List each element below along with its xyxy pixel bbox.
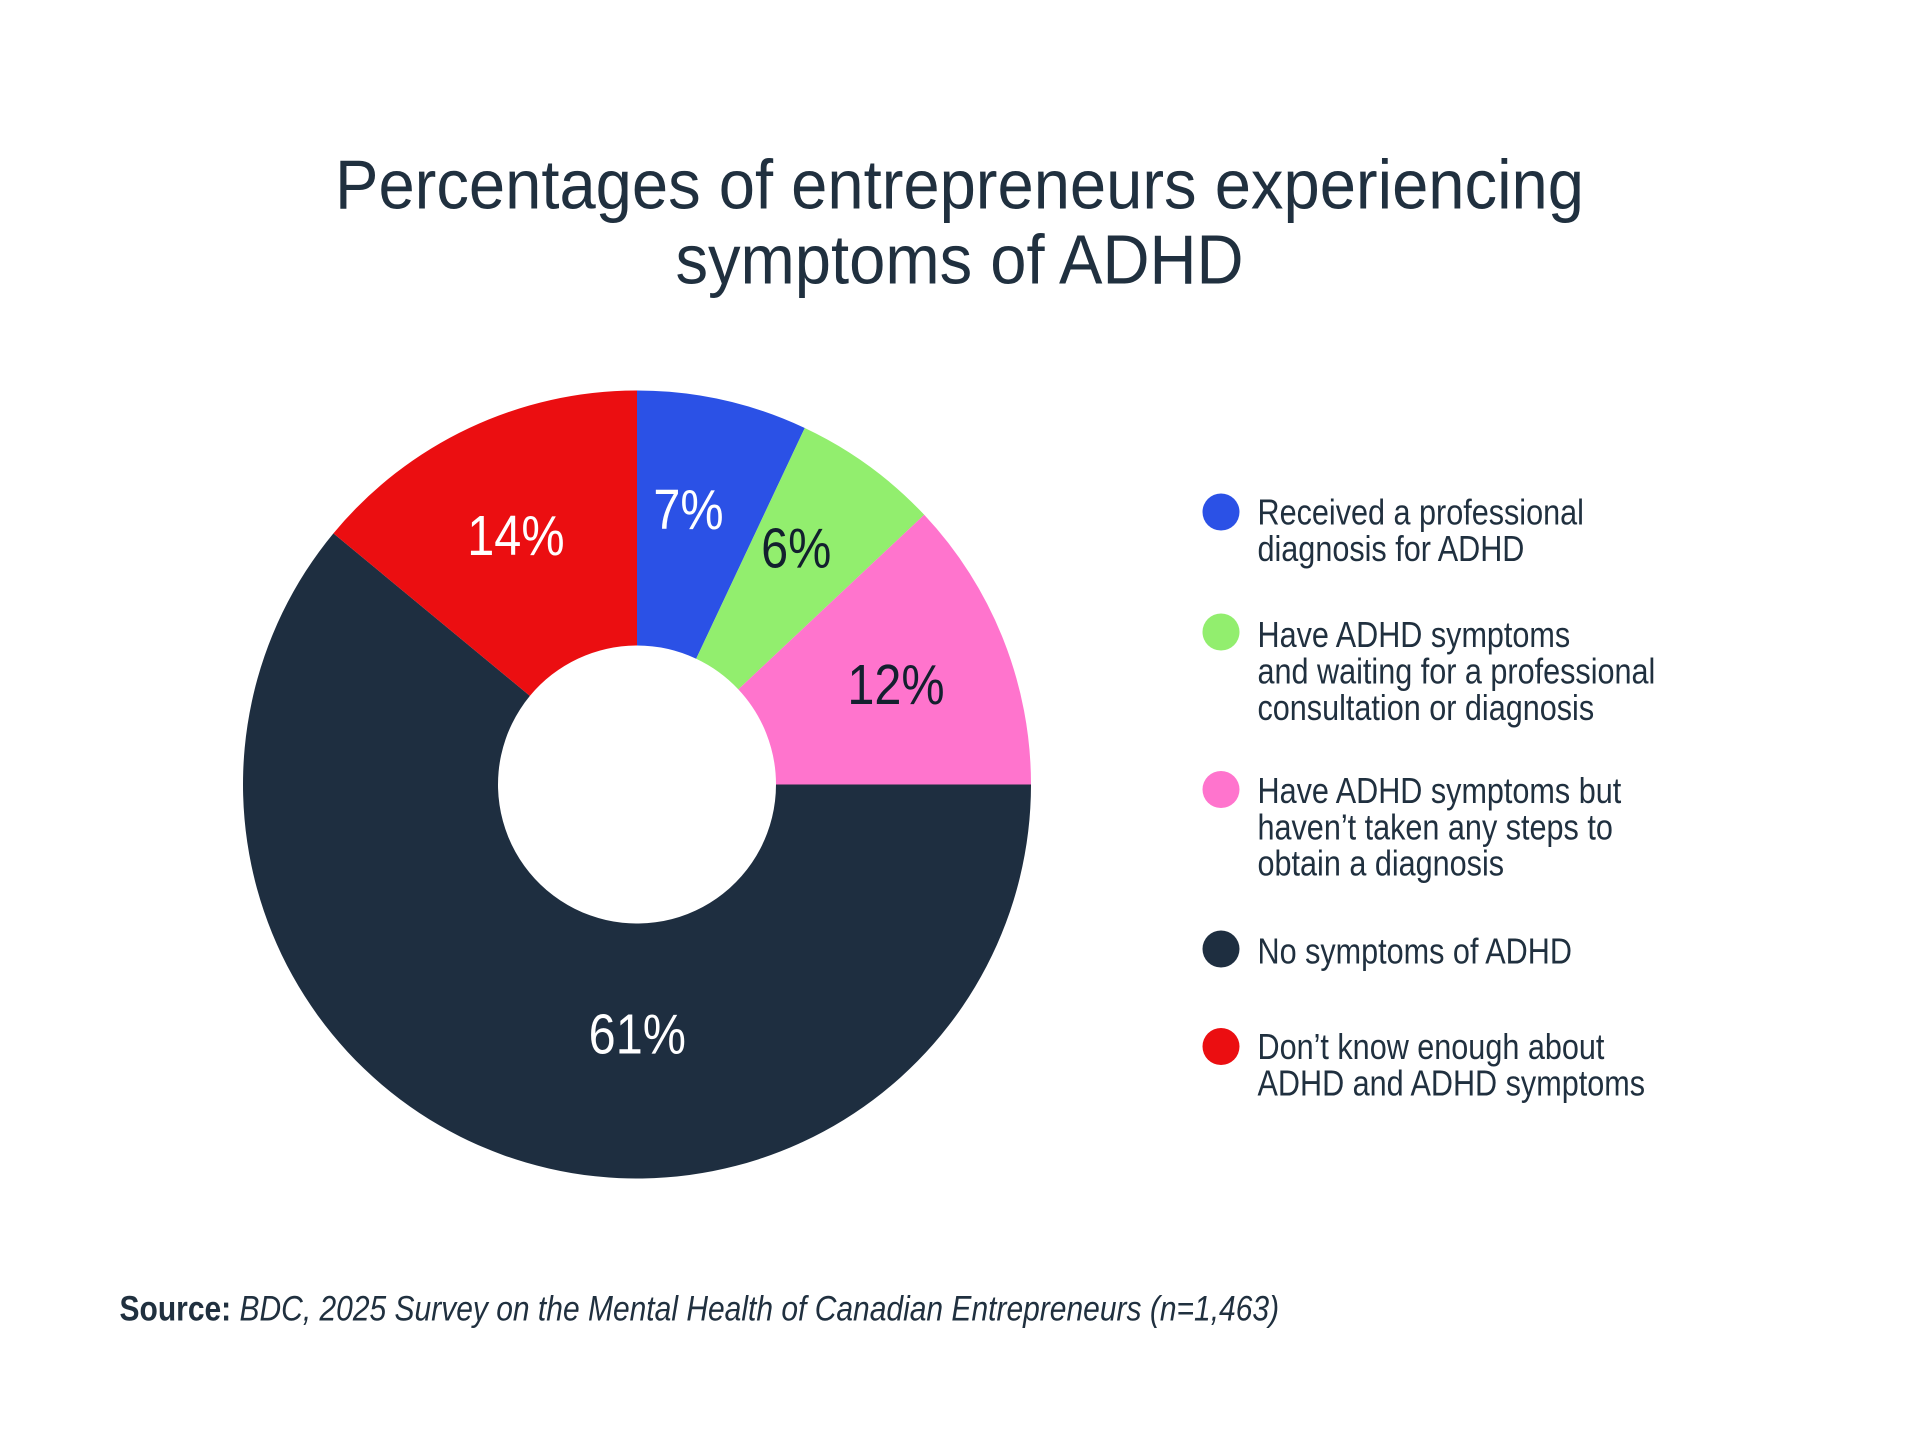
svg-text:symptoms of ADHD: symptoms of ADHD: [675, 221, 1243, 299]
svg-text:Have ADHD symptoms but: Have ADHD symptoms but: [1258, 772, 1622, 812]
svg-text:consultation or diagnosis: consultation or diagnosis: [1258, 689, 1595, 729]
svg-text:Have ADHD symptoms: Have ADHD symptoms: [1258, 616, 1571, 656]
svg-text:Source: BDC, 2025 Survey on th: Source: BDC, 2025 Survey on the Mental H…: [120, 1288, 1280, 1328]
svg-text:obtain a diagnosis: obtain a diagnosis: [1258, 844, 1505, 884]
svg-text:and waiting for a professional: and waiting for a professional: [1258, 652, 1656, 692]
svg-text:61%: 61%: [589, 1003, 686, 1066]
svg-text:Percentages of entrepreneurs e: Percentages of entrepreneurs experiencin…: [335, 146, 1584, 224]
svg-text:ADHD and ADHD symptoms: ADHD and ADHD symptoms: [1258, 1064, 1645, 1104]
svg-text:Received a professional: Received a professional: [1258, 493, 1584, 533]
svg-text:6%: 6%: [761, 517, 831, 580]
svg-text:14%: 14%: [467, 505, 564, 568]
svg-text:haven’t taken any steps to: haven’t taken any steps to: [1258, 808, 1613, 848]
svg-text:No symptoms of ADHD: No symptoms of ADHD: [1258, 932, 1572, 972]
svg-text:7%: 7%: [653, 479, 723, 542]
svg-text:12%: 12%: [847, 654, 944, 717]
svg-text:Don’t know enough about: Don’t know enough about: [1258, 1028, 1606, 1068]
svg-text:diagnosis for ADHD: diagnosis for ADHD: [1258, 530, 1525, 570]
